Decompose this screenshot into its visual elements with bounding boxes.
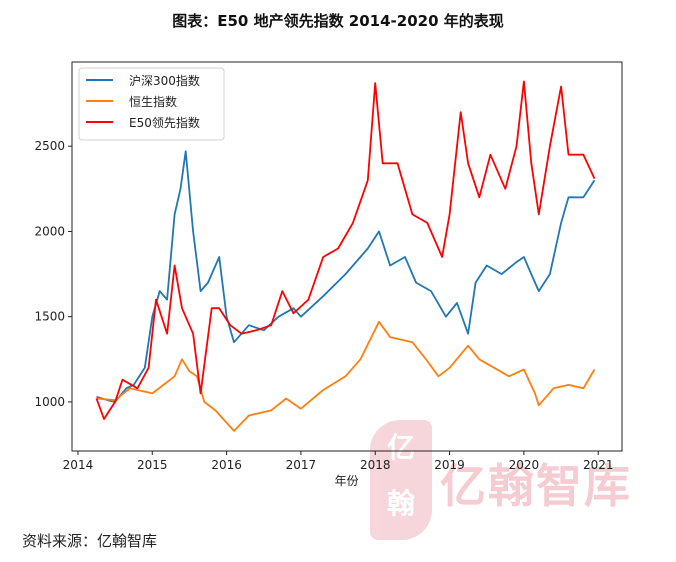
y-tick-label: 1000 xyxy=(34,395,65,409)
legend-label-1: 恒生指数 xyxy=(129,94,177,109)
y-tick-label: 2000 xyxy=(34,224,65,238)
x-tick-label: 2020 xyxy=(509,458,540,472)
legend-label-0: 沪深300指数 xyxy=(129,73,200,88)
x-tick-label: 2021 xyxy=(583,458,614,472)
series-line-1 xyxy=(96,320,596,432)
x-tick-label: 2016 xyxy=(211,458,242,472)
x-tick-label: 2015 xyxy=(137,458,168,472)
x-axis-label: 年份 xyxy=(335,474,359,488)
series-line-0 xyxy=(96,150,596,403)
legend-box xyxy=(78,67,225,141)
y-tick-label: 1500 xyxy=(34,310,65,324)
line-chart: 2014 2015 2016 2017 2018 2019 2020 2021 1000 1500… xyxy=(34,61,623,488)
series-line-2 xyxy=(95,80,596,420)
chart-title: 图表：E50 地产领先指数 2014-2020 年的表现 xyxy=(172,12,504,30)
watermark-text: 亿翰智库 xyxy=(440,459,632,513)
x-tick-label: 2014 xyxy=(63,458,94,472)
legend-label-2: E50领先指数 xyxy=(129,115,200,130)
y-tick-label: 2500 xyxy=(34,139,65,153)
source-note: 资料来源：亿翰智库 xyxy=(22,532,158,550)
x-tick-label: 2017 xyxy=(286,458,317,472)
x-tick-label: 2019 xyxy=(434,458,465,472)
x-tick-label: 2018 xyxy=(360,458,391,472)
plot-frame xyxy=(71,61,623,452)
watermark-logo-mark: 亿翰 xyxy=(370,420,432,540)
